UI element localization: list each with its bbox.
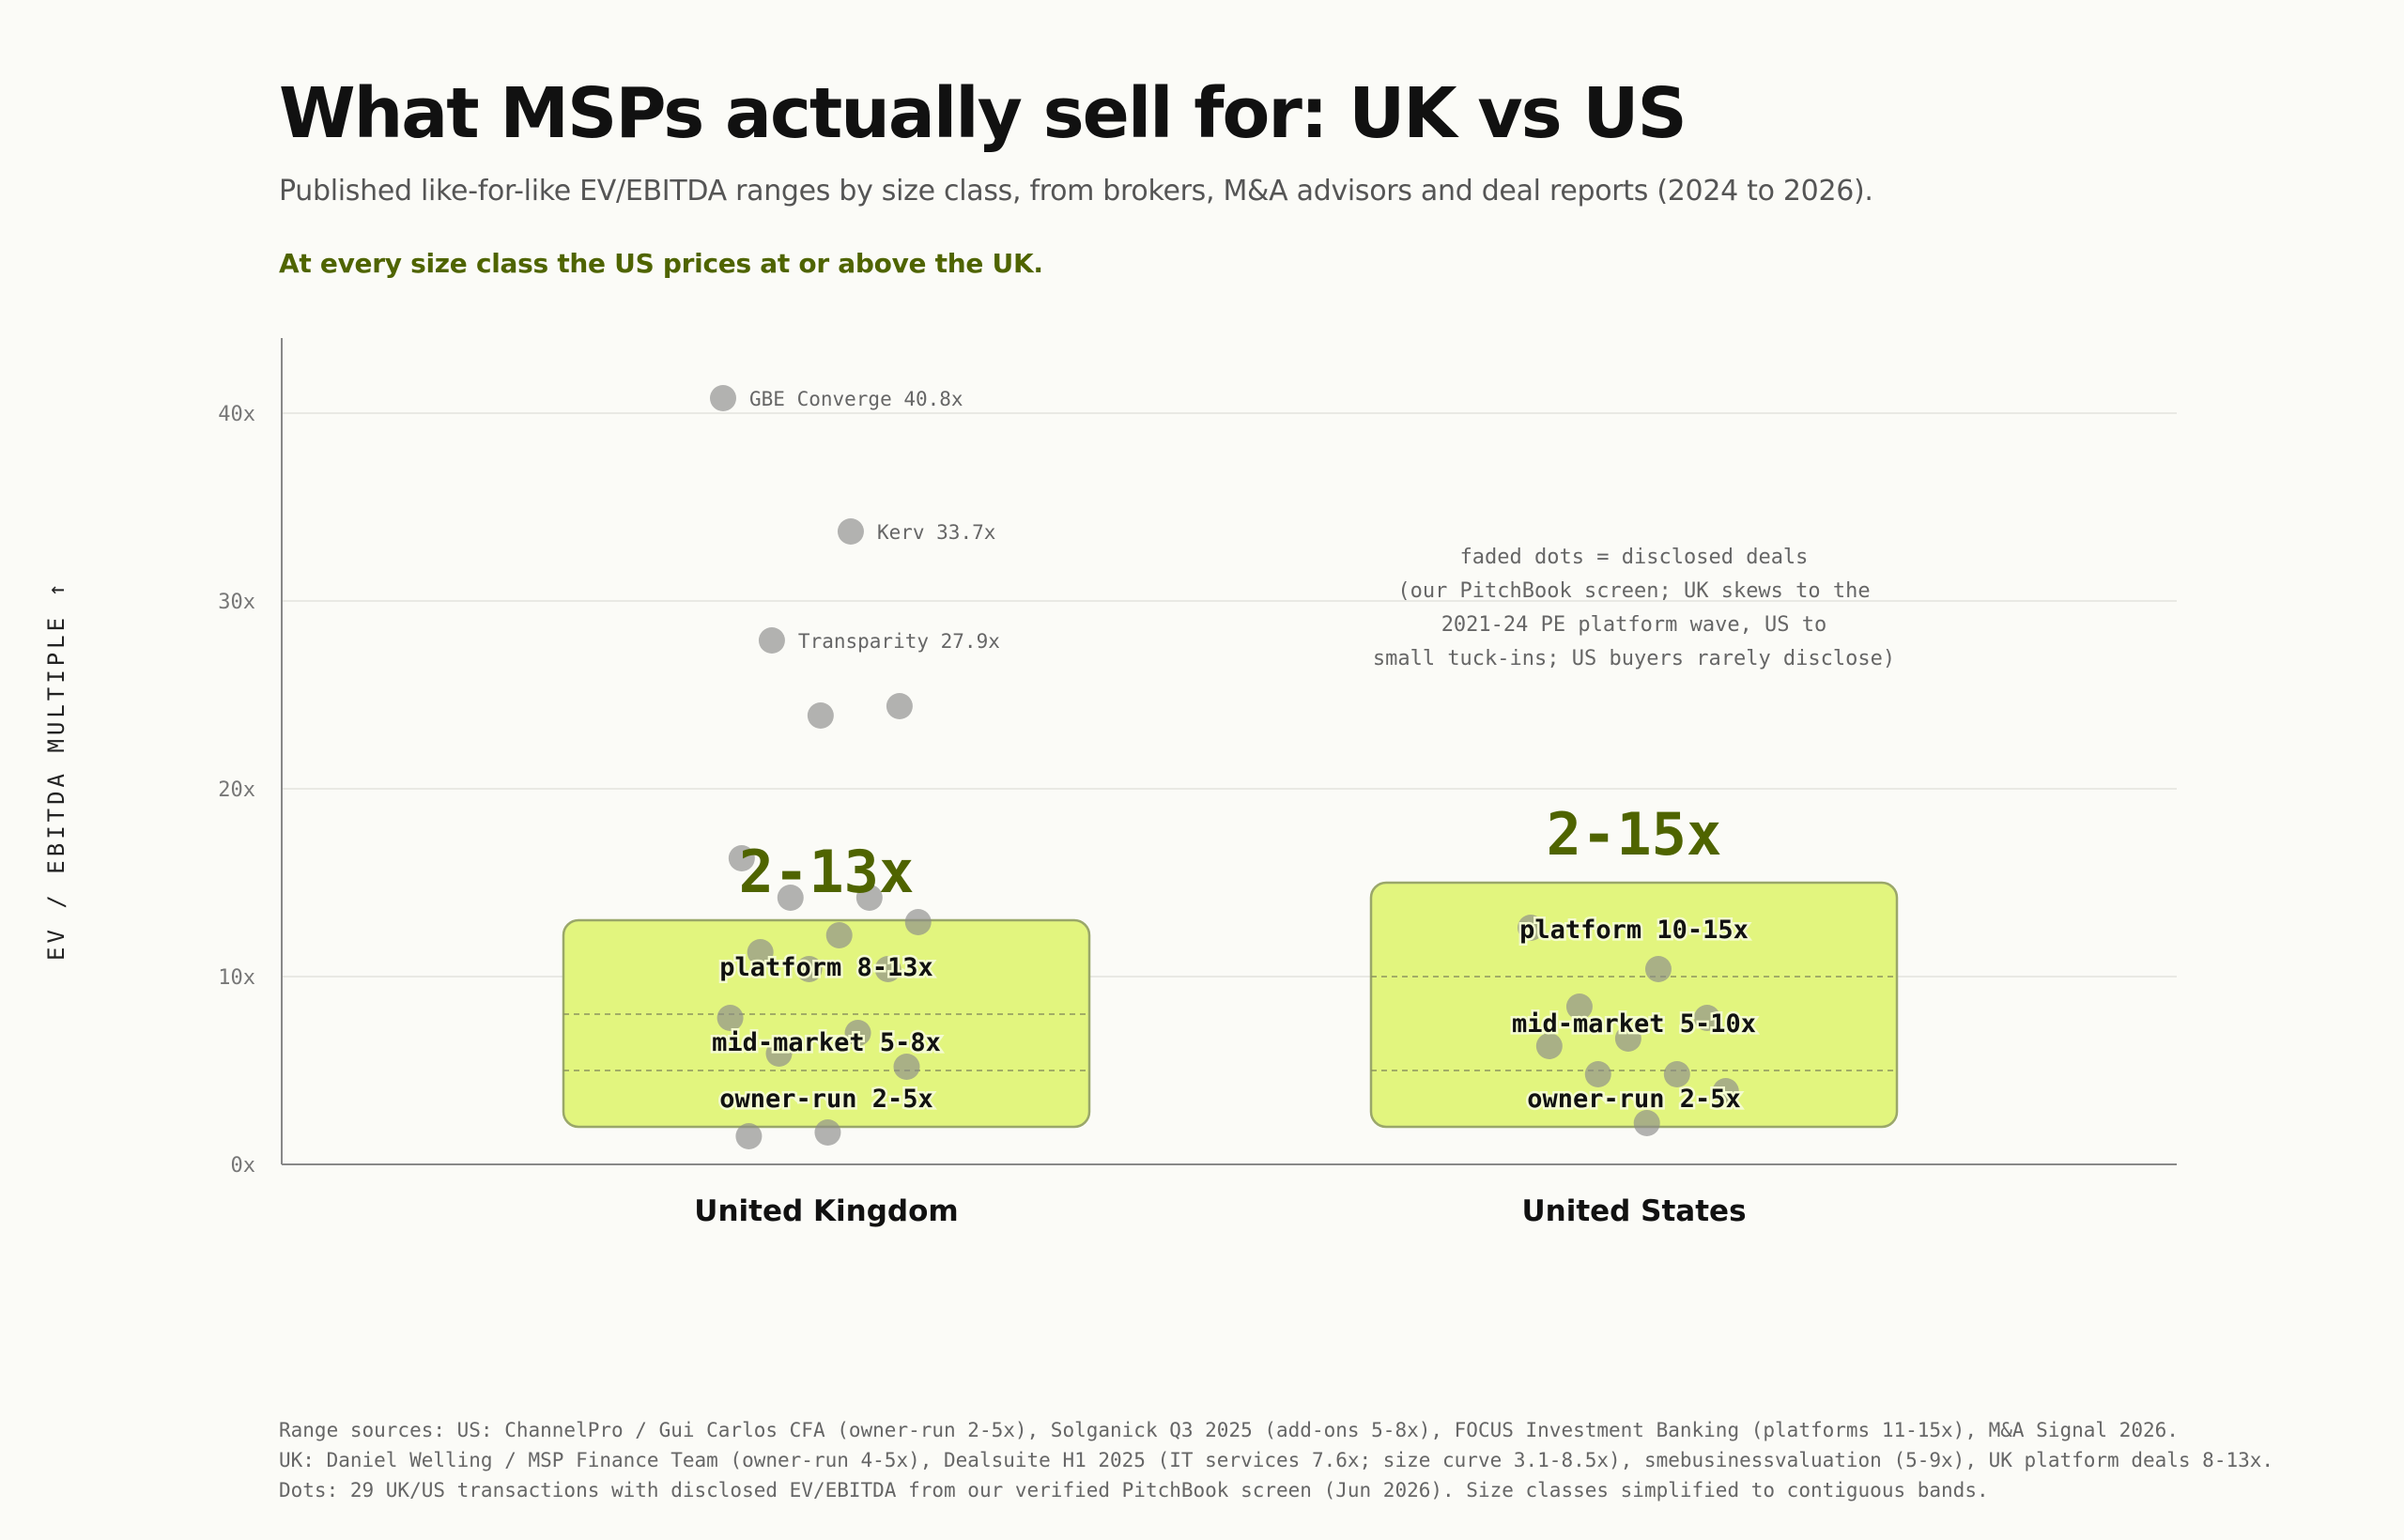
deal-dot (765, 1040, 793, 1067)
deal-dot (710, 385, 736, 411)
range-headline: 2-13x (739, 838, 915, 906)
range-headline: 2-15x (1547, 800, 1722, 869)
deal-dot (795, 956, 823, 982)
source-notes: Range sources: US: ChannelPro / Gui Carl… (279, 1415, 2273, 1505)
axes: 0x 10x 20x 30x 40x EV / EBITDA MULTIPLE ↑ (43, 338, 2177, 1178)
deal-dots (710, 385, 1739, 1149)
chart-labels: platform 8-13x mid-market 5-8x owner-run 2… (694, 388, 1895, 1228)
deal-dot (886, 693, 913, 719)
annotation-line: (our PitchBook screen; UK skews to the (1397, 579, 1870, 603)
deal-dot (1614, 1025, 1641, 1052)
deal-dot (844, 1020, 871, 1046)
size-class-label: owner-run 2-5x (719, 1085, 933, 1114)
deal-dot (777, 885, 804, 911)
chart-subtitle: Published like-for-like EV/EBITDA ranges… (279, 175, 1873, 208)
source-note-line: Dots: 29 UK/US transactions with disclos… (279, 1479, 1989, 1502)
source-note-line: Range sources: US: ChannelPro / Gui Carl… (279, 1419, 2179, 1441)
deal-dot (747, 939, 774, 965)
deal-dot (1712, 1078, 1739, 1104)
y-tick-label: 10x (218, 966, 255, 990)
deal-dot (1518, 915, 1544, 941)
deal-dot (837, 518, 864, 545)
deal-dot (904, 909, 932, 935)
deal-dot (825, 922, 853, 948)
deal-label: GBE Converge 40.8x (749, 388, 963, 410)
deal-dot (855, 885, 883, 911)
size-class-label: platform 8-13x (719, 953, 933, 982)
y-axis-label: EV / EBITDA MULTIPLE ↑ (43, 579, 69, 961)
chart-title: What MSPs actually sell for: UK vs US (279, 73, 1687, 154)
deal-dot (1633, 1110, 1660, 1136)
size-class-label: mid-market 5-8x (712, 1028, 941, 1057)
size-class-label: platform 10-15x (1519, 916, 1749, 945)
deal-dot (893, 1054, 920, 1080)
deal-label: Kerv 33.7x (877, 521, 995, 544)
y-tick-label: 30x (218, 591, 255, 614)
range-band-1 (1369, 881, 1899, 1129)
size-class-label: mid-market 5-10x (1512, 1009, 1756, 1039)
deal-dot (1584, 1061, 1611, 1087)
deal-dot (807, 702, 834, 729)
source-note-line: UK: Daniel Welling / MSP Finance Team (o… (279, 1449, 2274, 1471)
deal-dot (1663, 1061, 1690, 1087)
annotation-line: 2021-24 PE platform wave, US to (1441, 613, 1827, 637)
deal-dot (1693, 1005, 1720, 1031)
y-tick-label: 40x (218, 403, 255, 426)
category-label: United States (1521, 1194, 1746, 1228)
y-tick-label: 20x (218, 778, 255, 802)
annotation-line: faded dots = disclosed deals (1460, 546, 1809, 569)
y-tick-label: 0x (231, 1154, 256, 1178)
deal-dot (1565, 993, 1593, 1020)
range-bands (562, 881, 1899, 1129)
deal-label: Transparity 27.9x (798, 630, 1000, 653)
deal-dot (814, 1119, 841, 1146)
deal-dot (735, 1123, 763, 1149)
deal-dot (758, 627, 785, 654)
deal-dot (874, 956, 902, 982)
annotation-line: small tuck-ins; US buyers rarely disclos… (1373, 647, 1895, 670)
deal-dot (717, 1005, 744, 1031)
category-label: United Kingdom (694, 1194, 958, 1228)
size-class-label: owner-run 2-5x (1527, 1085, 1741, 1114)
deal-dot (1644, 956, 1672, 982)
deal-dot (728, 845, 755, 871)
deal-dot (1535, 1033, 1563, 1059)
chart-takeaway: At every size class the US prices at or … (279, 248, 1043, 279)
